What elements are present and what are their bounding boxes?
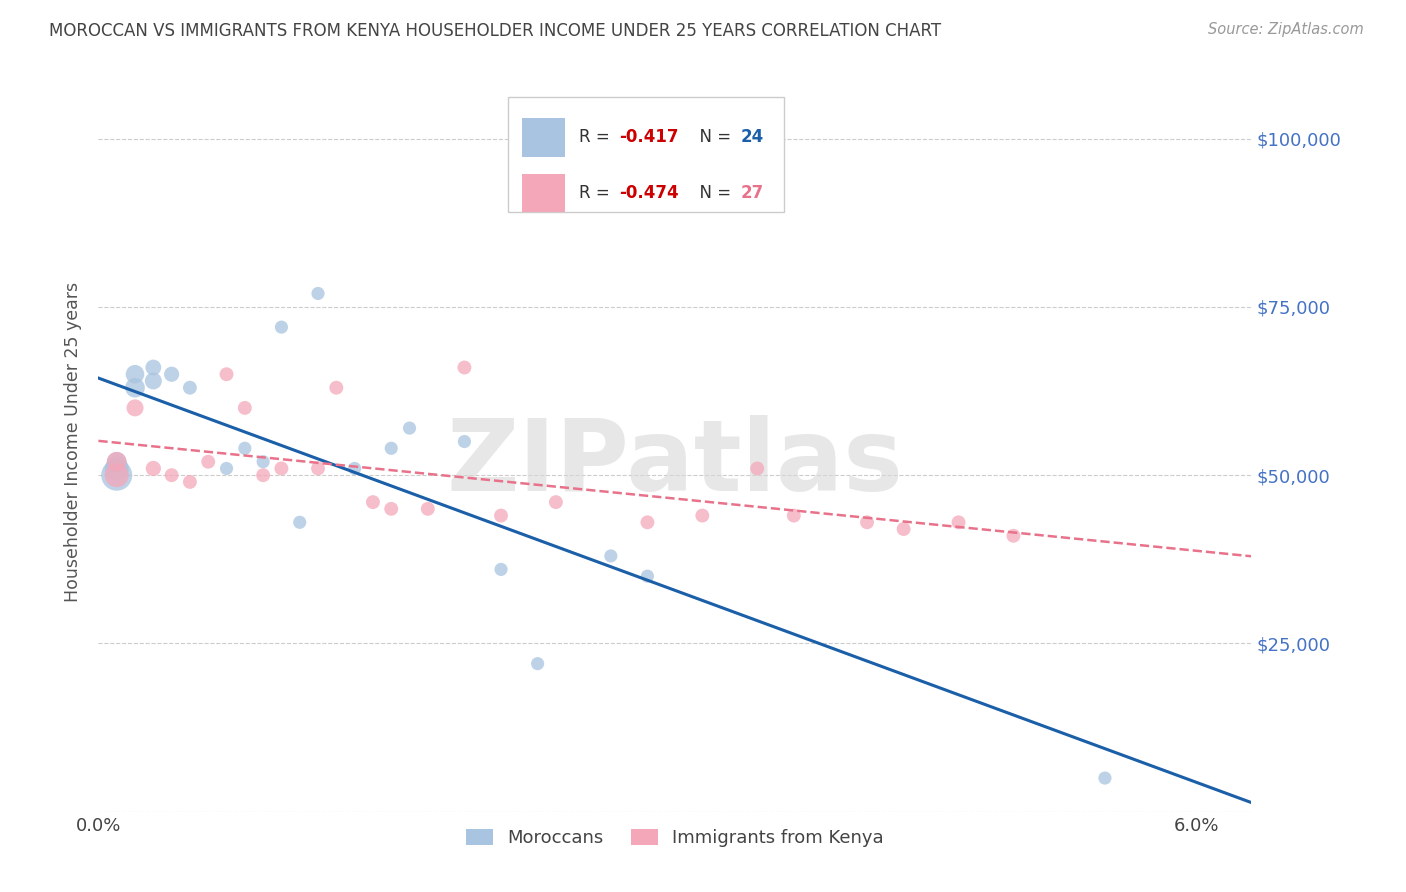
Point bbox=[599, 549, 621, 563]
Bar bbox=[522, 118, 565, 156]
Point bbox=[270, 461, 292, 475]
Point bbox=[307, 461, 329, 475]
Point bbox=[142, 374, 165, 388]
Point bbox=[270, 320, 292, 334]
Point bbox=[288, 516, 311, 530]
Point bbox=[142, 360, 165, 375]
Point bbox=[142, 461, 165, 475]
Point bbox=[252, 468, 274, 483]
Point bbox=[307, 286, 329, 301]
Y-axis label: Householder Income Under 25 years: Householder Income Under 25 years bbox=[65, 282, 83, 601]
Point bbox=[215, 461, 238, 475]
Point bbox=[416, 501, 439, 516]
Point bbox=[215, 368, 238, 382]
Legend: Moroccans, Immigrants from Kenya: Moroccans, Immigrants from Kenya bbox=[458, 822, 891, 855]
Point bbox=[179, 475, 201, 489]
Point bbox=[783, 508, 806, 523]
Text: ZIPatlas: ZIPatlas bbox=[447, 416, 903, 512]
Text: 24: 24 bbox=[741, 128, 763, 146]
Point bbox=[1094, 771, 1116, 785]
Point bbox=[453, 434, 475, 449]
Point bbox=[856, 516, 879, 530]
Point bbox=[105, 461, 128, 475]
Text: N =: N = bbox=[689, 184, 737, 202]
Point bbox=[692, 508, 714, 523]
Point bbox=[325, 381, 347, 395]
Point bbox=[233, 442, 256, 456]
Point bbox=[124, 381, 146, 395]
Point bbox=[343, 461, 366, 475]
Point bbox=[636, 569, 658, 583]
Point bbox=[380, 501, 402, 516]
Point bbox=[489, 508, 512, 523]
Point bbox=[747, 461, 769, 475]
Text: -0.417: -0.417 bbox=[620, 128, 679, 146]
Point bbox=[1002, 529, 1025, 543]
Point bbox=[105, 455, 128, 469]
Point bbox=[105, 468, 128, 483]
Point bbox=[252, 455, 274, 469]
Text: R =: R = bbox=[579, 128, 616, 146]
Point bbox=[160, 468, 183, 483]
Point bbox=[124, 368, 146, 382]
Point bbox=[636, 516, 658, 530]
Point bbox=[197, 455, 219, 469]
Point bbox=[105, 455, 128, 469]
Text: 27: 27 bbox=[741, 184, 763, 202]
Point bbox=[160, 368, 183, 382]
Text: Source: ZipAtlas.com: Source: ZipAtlas.com bbox=[1208, 22, 1364, 37]
Point bbox=[893, 522, 915, 536]
Text: -0.474: -0.474 bbox=[620, 184, 679, 202]
Point bbox=[105, 468, 128, 483]
Point bbox=[489, 562, 512, 576]
Point bbox=[179, 381, 201, 395]
Point bbox=[544, 495, 567, 509]
Bar bbox=[522, 174, 565, 212]
Text: R =: R = bbox=[579, 184, 616, 202]
Point bbox=[526, 657, 548, 671]
Point bbox=[380, 442, 402, 456]
Point bbox=[398, 421, 420, 435]
Point bbox=[124, 401, 146, 415]
Point bbox=[453, 360, 475, 375]
Text: MOROCCAN VS IMMIGRANTS FROM KENYA HOUSEHOLDER INCOME UNDER 25 YEARS CORRELATION : MOROCCAN VS IMMIGRANTS FROM KENYA HOUSEH… bbox=[49, 22, 942, 40]
Text: N =: N = bbox=[689, 128, 737, 146]
Point bbox=[233, 401, 256, 415]
FancyBboxPatch shape bbox=[508, 97, 785, 212]
Point bbox=[948, 516, 970, 530]
Point bbox=[361, 495, 384, 509]
